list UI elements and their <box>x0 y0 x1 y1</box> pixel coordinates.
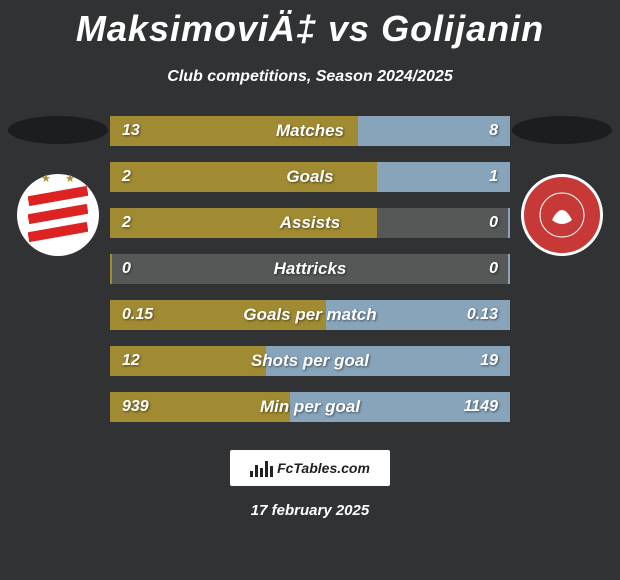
stat-row: 00Hattricks <box>110 254 510 284</box>
crest-graphic <box>537 190 587 240</box>
crest-graphic <box>28 185 88 245</box>
page-subtitle: Club competitions, Season 2024/2025 <box>0 68 620 86</box>
player-shadow <box>8 116 108 144</box>
brand-text: FcTables.com <box>277 460 370 476</box>
player-shadow <box>512 116 612 144</box>
page-title: MaksimoviÄ‡ vs Golijanin <box>0 0 620 50</box>
stat-row: 1219Shots per goal <box>110 346 510 376</box>
stat-row: 21Goals <box>110 162 510 192</box>
left-club-crest: ★ ★ <box>17 174 99 256</box>
stat-label: Shots per goal <box>112 346 508 376</box>
stat-label: Goals per match <box>112 300 508 330</box>
stat-label: Matches <box>112 116 508 146</box>
stat-row: 20Assists <box>110 208 510 238</box>
footer-brand-badge: FcTables.com <box>230 450 390 486</box>
star-icon: ★ <box>65 172 75 185</box>
stat-label: Hattricks <box>112 254 508 284</box>
right-club-crest <box>521 174 603 256</box>
right-club-column <box>512 116 612 256</box>
left-club-column: ★ ★ <box>8 116 108 256</box>
stat-label: Goals <box>112 162 508 192</box>
stat-row: 0.150.13Goals per match <box>110 300 510 330</box>
stat-row: 138Matches <box>110 116 510 146</box>
star-icon: ★ <box>41 172 51 185</box>
stat-label: Assists <box>112 208 508 238</box>
stat-row: 9391149Min per goal <box>110 392 510 422</box>
comparison-panel: ★ ★ 138Matches 21Goals 20Assists 00Hattrick… <box>0 116 620 422</box>
stat-bars-container: 138Matches 21Goals 20Assists 00Hattricks 0.1… <box>110 116 510 422</box>
stat-label: Min per goal <box>112 392 508 422</box>
footer-date: 17 february 2025 <box>0 502 620 519</box>
brand-bars-icon <box>250 459 273 477</box>
